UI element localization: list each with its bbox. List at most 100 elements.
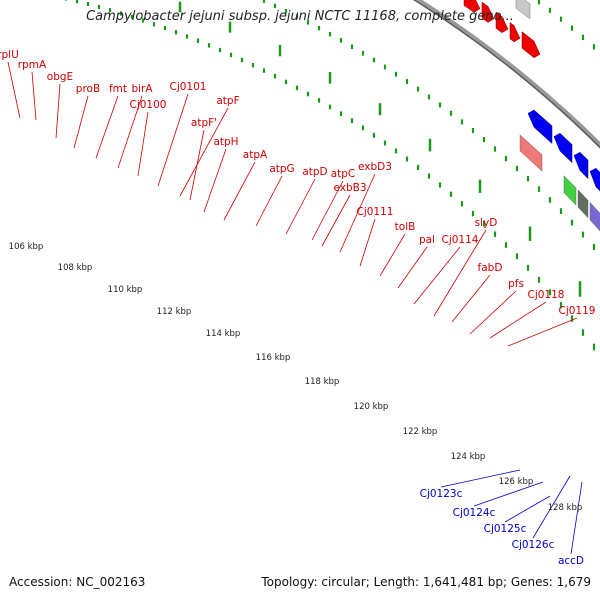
label-leader [473,481,544,507]
label-leader [489,301,547,339]
cog-box [577,189,589,219]
cog-box [589,201,600,232]
label-leader [397,246,428,289]
scale-labels: 106 kbp 108 kbp 110 kbp 112 kbp 114 kbp 116 k… [9,242,583,513]
label-leader [55,83,61,139]
forward-gene-label: Cj0114 [442,234,479,246]
forward-gene-arrow [481,1,495,23]
reverse-gene-arrow [527,109,553,145]
tick-marks [64,0,596,351]
forward-gene-label: Cj0118 [528,289,565,301]
forward-gene-arrow [521,31,541,59]
forward-gene-arrow [495,11,509,34]
reverse-gene-arrow [553,132,573,164]
reverse-gene-arrow [589,167,600,192]
label-leader [451,274,491,323]
forward-gene-arrow [463,0,481,13]
label-leader [117,95,143,169]
forward-gene-arrow [509,21,521,43]
backbone-inner [413,0,600,149]
reverse-gene-label: Cj0126c [512,539,555,551]
accession-label: Accession: NC_002163 [9,575,146,589]
forward-gene-label: atpF' [191,117,217,129]
forward-gene-label: proB [76,83,100,95]
forward-gene-label: rplU [0,49,19,61]
forward-gene-label: atpF [216,95,239,107]
forward-gene-label: atpC [331,168,356,180]
label-leader [379,233,406,277]
scale-label: 120 kbp [354,402,389,412]
forward-gene-label: fmt [109,83,127,95]
forward-gene-label: exbD3 [358,161,392,173]
label-leader [570,481,583,555]
forward-gene-label: Cj0101 [170,81,207,93]
topology-label: Topology: circular; Length: 1,641,481 bp… [261,575,591,589]
forward-gene-label: rpmA [18,59,47,71]
scale-label: 128 kbp [548,503,583,513]
label-leader [137,111,149,177]
forward-gene-label: atpG [269,163,294,175]
scale-label: 122 kbp [403,427,438,437]
label-leader [339,173,376,253]
label-leader [469,290,517,335]
genome-title: Campylobacter jejuni subsp. jejuni NCTC … [86,9,514,24]
forward-gene-label: pal [419,234,435,246]
label-leader [179,107,229,197]
scale-label: 112 kbp [157,307,192,317]
forward-gene-label: obgE [47,71,73,83]
label-leader [504,495,551,523]
reverse-gene-arrow [573,151,589,180]
label-leader [157,93,189,187]
label-leader [255,175,283,227]
cog-box [515,0,531,20]
forward-gene-label: atpA [243,149,268,161]
scale-label: 124 kbp [451,452,486,462]
scale-label: 106 kbp [9,242,44,252]
forward-gene-label: atpD [302,166,327,178]
label-leader [507,317,578,347]
label-leader [189,129,205,201]
forward-gene-label: fabD [478,262,503,274]
reverse-gene-label: Cj0125c [484,523,527,535]
label-leader [532,475,571,539]
label-leader [433,229,487,317]
cog-box [519,134,543,172]
reverse-gene-label: Cj0123c [420,488,463,500]
scale-label: 126 kbp [499,477,534,487]
forward-gene-label: Cj0111 [357,206,394,218]
reverse-gene-label: Cj0124c [453,507,496,519]
cog-boxes [515,0,600,232]
label-leader [413,246,461,305]
label-leader [311,180,344,241]
cog-box [563,175,577,206]
scale-label: 110 kbp [108,285,143,295]
label-leaders [7,61,583,555]
scale-label: 114 kbp [206,329,241,339]
forward-gene-label: exbB3 [333,182,366,194]
scale-label: 116 kbp [256,353,291,363]
label-leader [321,194,351,247]
label-leader [440,469,521,488]
gene-arrows [455,0,600,192]
label-leader [95,95,119,159]
label-leader [31,71,37,121]
label-leader [203,148,227,213]
label-leader [285,178,316,235]
label-leader [223,161,256,221]
forward-gene-label: tolB [395,221,416,233]
reverse-gene-label: accD [558,555,584,567]
label-leader [7,61,21,119]
scale-label: 108 kbp [58,263,93,273]
forward-gene-label: Cj0119 [559,305,596,317]
label-leader [359,218,376,267]
forward-gene-label: atpH [213,136,238,148]
forward-gene-label: Cj0100 [130,99,167,111]
scale-label: 118 kbp [305,377,340,387]
forward-gene-label: birA [131,83,153,95]
genome-backbone [412,0,600,149]
backbone-outer [412,0,600,149]
forward-gene-label: slyD [475,217,498,229]
forward-gene-label: pfs [508,278,524,290]
